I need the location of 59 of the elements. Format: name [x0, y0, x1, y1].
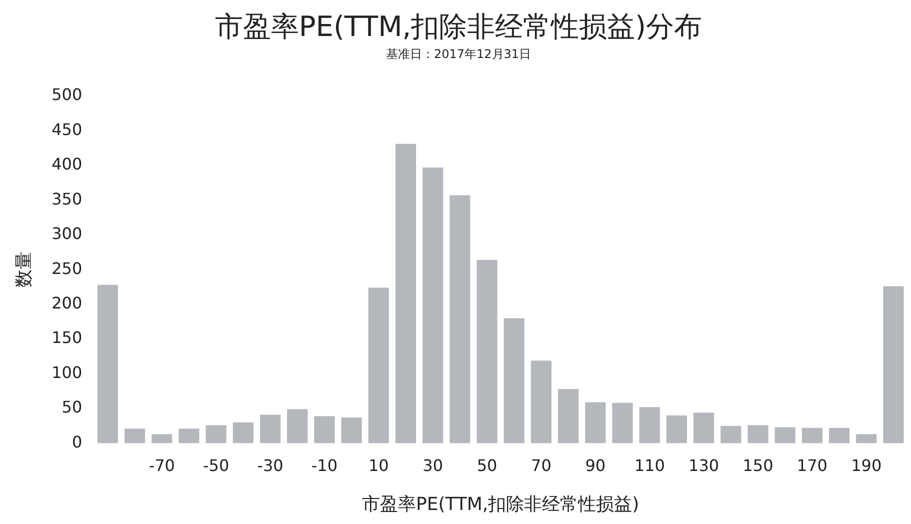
x-tick-label: -50	[203, 456, 230, 475]
bar	[368, 288, 389, 444]
chart-subtitle: 基准日：2017年12月31日	[386, 46, 532, 61]
chart-title: 市盈率PE(TTM,扣除非经常性损益)分布	[214, 10, 702, 44]
y-tick-label: 0	[72, 432, 82, 452]
y-tick-label: 400	[52, 154, 82, 174]
bar	[232, 422, 254, 444]
bar	[450, 195, 470, 444]
bar	[585, 402, 606, 444]
y-axis-title: 数量	[13, 252, 34, 288]
x-tick-label: -70	[148, 456, 175, 475]
y-tick-label: 350	[52, 189, 82, 208]
x-tick-label: 110	[634, 456, 665, 475]
bar	[693, 412, 714, 444]
bar	[124, 428, 146, 444]
x-tick-label: 90	[585, 456, 606, 475]
x-tick-label: -10	[311, 456, 338, 475]
bar	[422, 168, 444, 444]
bar	[883, 286, 904, 444]
bar	[395, 144, 416, 444]
bar	[666, 415, 687, 444]
y-tick-label: 150	[52, 328, 82, 348]
y-tick-label: 200	[52, 293, 82, 312]
x-tick-label: -30	[257, 456, 284, 475]
x-tick-label: 50	[476, 456, 498, 475]
x-tick-label: 10	[368, 456, 389, 475]
x-tick-label: 190	[851, 456, 882, 475]
bar	[341, 418, 362, 444]
bar	[504, 318, 524, 444]
bar	[476, 260, 498, 444]
bar	[720, 426, 742, 444]
bar	[802, 428, 822, 444]
bar	[314, 416, 335, 444]
y-tick-label: 300	[52, 224, 82, 244]
bar	[748, 425, 768, 444]
bar	[828, 428, 850, 444]
bar	[774, 427, 796, 444]
y-tick-label: 50	[62, 398, 82, 417]
bar	[178, 428, 200, 444]
bar	[206, 425, 226, 444]
y-tick-label: 450	[52, 120, 82, 139]
bar	[558, 389, 579, 444]
y-tick-label: 500	[52, 85, 82, 104]
x-tick-label: 170	[796, 456, 828, 475]
x-tick-label: 70	[531, 456, 552, 475]
y-tick-label: 250	[52, 258, 82, 278]
x-axis-title: 市盈率PE(TTM,扣除非经常性损益)	[362, 494, 640, 515]
x-tick-label: 130	[688, 456, 720, 475]
bar	[612, 402, 633, 444]
bar	[287, 409, 308, 444]
bar	[639, 407, 660, 444]
bar	[530, 360, 552, 444]
bar	[260, 414, 281, 444]
x-tick-label: 150	[742, 456, 774, 475]
x-tick-label: 30	[422, 456, 444, 475]
bar	[97, 284, 118, 444]
bar	[152, 434, 172, 444]
bar	[856, 434, 877, 444]
y-tick-label: 100	[52, 362, 82, 382]
